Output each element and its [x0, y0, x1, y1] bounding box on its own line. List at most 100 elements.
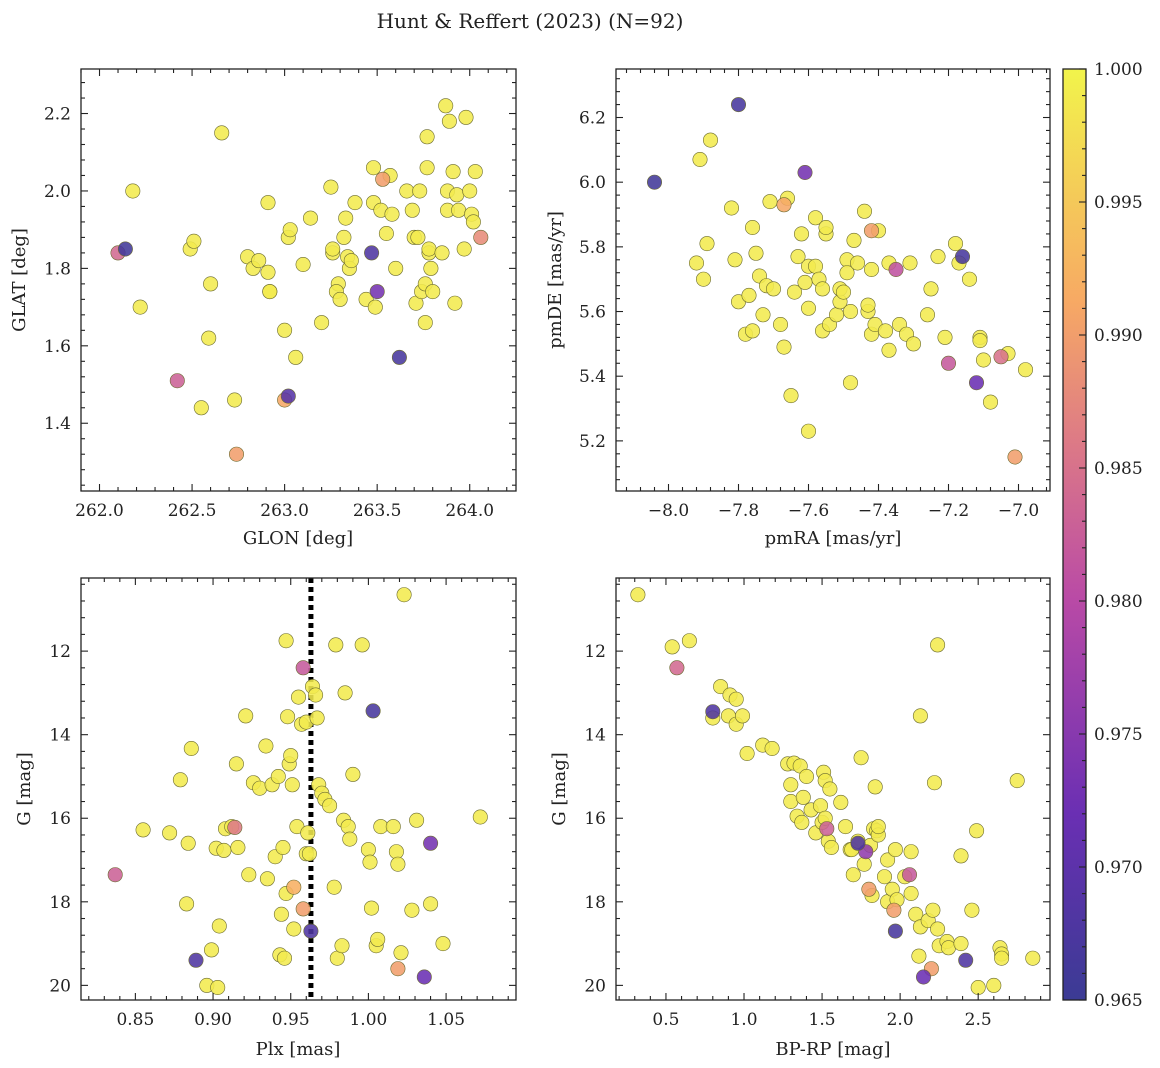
- data-point: [445, 164, 461, 180]
- x-tick-label: 0.5: [652, 1010, 679, 1030]
- data-point: [211, 918, 227, 934]
- data-point: [961, 271, 977, 287]
- data-point: [370, 931, 386, 947]
- x-tick-label: −7.0: [998, 501, 1039, 521]
- data-point: [783, 793, 799, 809]
- y-tick-label: 12: [49, 642, 71, 662]
- data-point: [262, 284, 278, 300]
- data-point: [295, 256, 311, 272]
- data-point: [188, 952, 204, 968]
- data-point: [435, 936, 451, 952]
- data-point: [903, 885, 919, 901]
- y-tick-label: 1.8: [44, 259, 71, 279]
- data-point: [993, 349, 1009, 365]
- x-tick-label: 264.0: [445, 501, 494, 521]
- plot-frame: [615, 68, 1051, 492]
- data-point: [323, 179, 339, 195]
- data-point: [699, 236, 715, 252]
- data-point: [835, 284, 851, 300]
- data-point: [856, 856, 872, 872]
- data-point: [375, 171, 391, 187]
- data-point: [975, 352, 991, 368]
- scatter-points: [630, 587, 1041, 995]
- data-point: [669, 660, 685, 676]
- data-point: [230, 839, 246, 855]
- y-axis-label: GLAT [deg]: [9, 228, 30, 332]
- data-point: [800, 300, 816, 316]
- data-point: [800, 423, 816, 439]
- data-point: [748, 245, 764, 261]
- data-point: [280, 388, 296, 404]
- data-point: [776, 339, 792, 355]
- data-point: [193, 400, 209, 416]
- data-point: [958, 952, 974, 968]
- data-point: [179, 896, 195, 912]
- data-point: [290, 689, 306, 705]
- data-point: [342, 831, 358, 847]
- data-point: [284, 777, 300, 793]
- data-point: [646, 174, 662, 190]
- data-point: [876, 869, 892, 885]
- data-point: [465, 214, 481, 230]
- data-point: [183, 740, 199, 756]
- data-point: [286, 921, 302, 937]
- data-point: [393, 945, 409, 961]
- data-point: [278, 633, 294, 649]
- data-point: [473, 229, 489, 245]
- data-point: [901, 867, 917, 883]
- data-point: [388, 260, 404, 276]
- data-point: [423, 260, 439, 276]
- data-point: [863, 261, 879, 277]
- data-point: [451, 202, 467, 218]
- data-point: [968, 375, 984, 391]
- x-tick-label: 1.5: [809, 1010, 836, 1030]
- x-axis-label: BP-RP [mag]: [775, 1039, 890, 1060]
- data-point: [210, 979, 226, 995]
- colorbar-tick-label: 0.975: [1094, 725, 1143, 745]
- data-point: [260, 264, 276, 280]
- y-tick-label: 5.4: [579, 367, 606, 387]
- data-point: [930, 249, 946, 265]
- data-point: [783, 388, 799, 404]
- data-point: [270, 768, 286, 784]
- x-tick-label: 1.00: [349, 1010, 387, 1030]
- y-tick-label: 14: [584, 726, 606, 746]
- data-point: [260, 195, 276, 211]
- data-point: [695, 271, 711, 287]
- data-point: [727, 252, 743, 268]
- colorbar-tick-label: 0.965: [1094, 991, 1143, 1011]
- data-point: [275, 839, 291, 855]
- x-tick-label: −7.8: [718, 501, 759, 521]
- data-point: [954, 249, 970, 265]
- data-point: [295, 901, 311, 917]
- data-point: [822, 781, 838, 797]
- data-point: [915, 969, 931, 985]
- data-point: [762, 194, 778, 210]
- data-point: [390, 856, 406, 872]
- data-point: [385, 819, 401, 835]
- data-point: [303, 923, 319, 939]
- plot-frame: [80, 577, 517, 1001]
- data-point: [734, 708, 750, 724]
- data-point: [216, 842, 232, 858]
- data-point: [823, 839, 839, 855]
- data-point: [888, 261, 904, 277]
- data-point: [227, 392, 243, 408]
- colorbar-tick-label: 1.000: [1094, 60, 1143, 80]
- data-point: [807, 258, 823, 274]
- data-point: [1025, 950, 1041, 966]
- data-point: [378, 226, 394, 242]
- data-point: [925, 902, 941, 918]
- y-tick-label: 2.0: [44, 182, 71, 202]
- y-tick-label: 16: [49, 809, 71, 829]
- data-point: [340, 819, 356, 835]
- data-point: [302, 210, 318, 226]
- data-point: [911, 948, 927, 964]
- data-point: [125, 183, 141, 199]
- data-point: [273, 906, 289, 922]
- data-point: [705, 704, 721, 720]
- x-tick-label: −7.2: [928, 501, 969, 521]
- data-point: [238, 708, 254, 724]
- data-point: [314, 315, 330, 331]
- x-axis-label: GLON [deg]: [243, 528, 353, 549]
